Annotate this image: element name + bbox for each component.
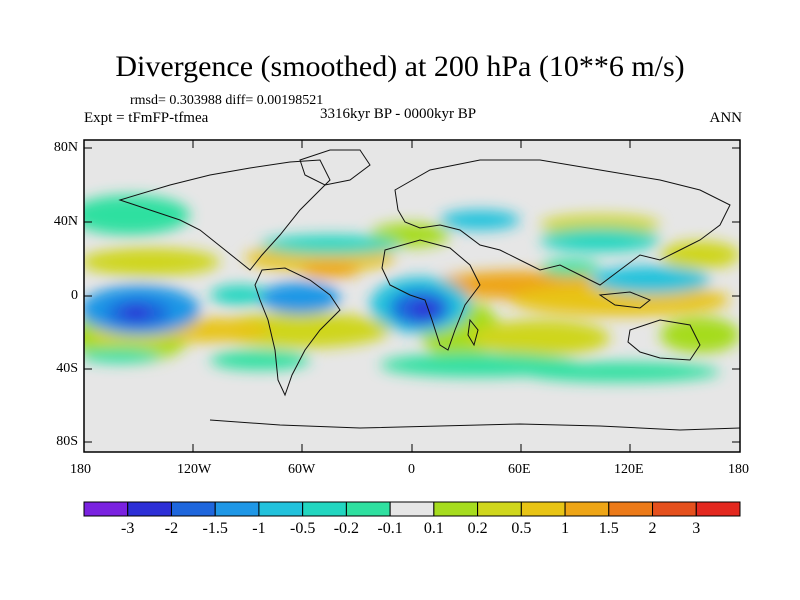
colorbar-swatch-8 xyxy=(433,501,479,517)
coastlines xyxy=(118,149,740,431)
colorbar-label: 1.5 xyxy=(598,520,619,537)
colorbar-label: 1 xyxy=(561,520,570,537)
y-label-40n: 40N xyxy=(53,214,78,229)
x-label-120w: 120W xyxy=(177,462,212,477)
colorbar-label: 2 xyxy=(648,520,657,537)
colorbar-swatch-6 xyxy=(345,501,391,517)
colorbar-label: 3 xyxy=(692,520,701,537)
colorbar-swatch-9 xyxy=(477,501,522,517)
colorbar-swatch-4 xyxy=(258,501,304,517)
colorbar-label: -2 xyxy=(164,520,179,537)
colorbar-swatch-7 xyxy=(389,501,435,517)
x-ticks xyxy=(83,140,741,452)
x-label-120e: 120E xyxy=(614,462,644,477)
y-label-80n: 80N xyxy=(53,140,78,155)
x-label-180e: 180 xyxy=(728,462,749,477)
colorbar-label: -3 xyxy=(121,520,135,537)
colorbar-label: -0.5 xyxy=(289,520,316,537)
period-label: 3316kyr BP - 0000kyr BP xyxy=(320,106,477,122)
plot-title: Divergence (smoothed) at 200 hPa (10**6 … xyxy=(115,50,685,83)
colorbar-label: 0.5 xyxy=(511,520,532,537)
x-label-60e: 60E xyxy=(508,462,531,477)
colorbar-label: 0.1 xyxy=(423,520,444,537)
y-label-eq: 0 xyxy=(71,288,78,303)
stats-line: rmsd= 0.303988 diff= 0.00198521 xyxy=(130,93,324,108)
colorbar-swatch-12 xyxy=(608,501,654,517)
colorbar-swatch-3 xyxy=(214,501,260,517)
y-label-40s: 40S xyxy=(56,361,78,376)
colorbar-swatch-10 xyxy=(520,501,566,517)
colorbar-label: -0.1 xyxy=(377,520,403,537)
x-label-180w: 180 xyxy=(70,462,91,477)
colorbar-label: -1 xyxy=(252,520,266,537)
experiment-label: Expt = tFmFP-tfmea xyxy=(84,110,209,126)
y-ticks xyxy=(84,147,740,443)
divergence-field xyxy=(84,140,740,452)
x-label-60w: 60W xyxy=(288,462,316,477)
x-label-0: 0 xyxy=(408,462,415,477)
colorbar-swatch-1 xyxy=(127,501,172,517)
colorbar-label: -0.2 xyxy=(333,520,360,537)
colorbar-label: 0.2 xyxy=(467,520,488,537)
colorbar-swatch-13 xyxy=(652,501,697,517)
season-label: ANN xyxy=(709,110,743,126)
colorbar-swatch-5 xyxy=(302,501,347,517)
colorbar-swatch-11 xyxy=(564,501,610,517)
colorbar xyxy=(83,501,741,517)
colorbar-swatch-0 xyxy=(83,501,129,517)
colorbar-swatch-2 xyxy=(170,501,216,517)
colorbar-swatch-14 xyxy=(695,501,741,517)
colorbar-label: -1.5 xyxy=(202,520,228,537)
y-label-80s: 80S xyxy=(56,434,78,449)
